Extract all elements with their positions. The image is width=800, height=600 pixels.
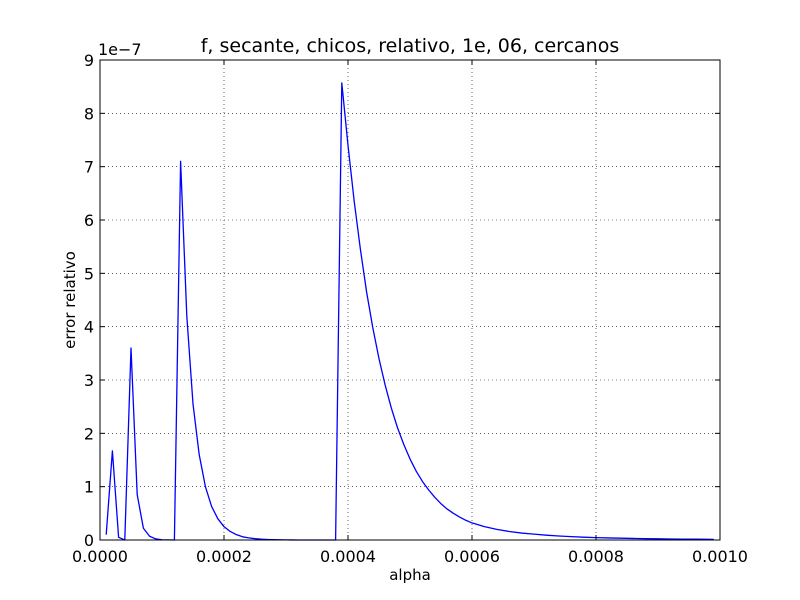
y-tick-label: 7 bbox=[84, 158, 94, 177]
y-tick-label: 4 bbox=[84, 318, 94, 337]
chart-title: f, secante, chicos, relativo, 1e, 06, ce… bbox=[201, 35, 620, 57]
y-tick-label: 9 bbox=[84, 51, 94, 70]
x-tick-label: 0.0004 bbox=[320, 547, 376, 566]
y-tick-label: 0 bbox=[84, 531, 94, 550]
y-tick-label: 2 bbox=[84, 424, 94, 443]
x-tick-label: 0.0010 bbox=[692, 547, 748, 566]
y-tick-label: 1 bbox=[84, 478, 94, 497]
y-tick-label: 3 bbox=[84, 371, 94, 390]
x-tick-label: 0.0002 bbox=[196, 547, 252, 566]
x-tick-label: 0.0008 bbox=[568, 547, 624, 566]
y-offset-label: 1e−7 bbox=[98, 40, 142, 59]
y-tick-label: 6 bbox=[84, 211, 94, 230]
series-line bbox=[105, 82, 714, 541]
plot-frame bbox=[99, 59, 721, 541]
y-axis-label: error relativo bbox=[61, 251, 79, 349]
plot-background bbox=[100, 60, 720, 540]
ticks bbox=[99, 59, 721, 541]
y-tick-label: 8 bbox=[84, 104, 94, 123]
y-tick-labels: 0 1 2 3 4 5 6 7 8 9 bbox=[84, 51, 94, 550]
x-tick-label: 0.0006 bbox=[444, 547, 500, 566]
x-axis-label: alpha bbox=[389, 566, 431, 584]
y-tick-label: 5 bbox=[84, 264, 94, 283]
x-tick-labels: 0.0000 0.0002 0.0004 0.0006 0.0008 0.0010 bbox=[72, 547, 748, 566]
x-tick-label: 0.0000 bbox=[72, 547, 128, 566]
